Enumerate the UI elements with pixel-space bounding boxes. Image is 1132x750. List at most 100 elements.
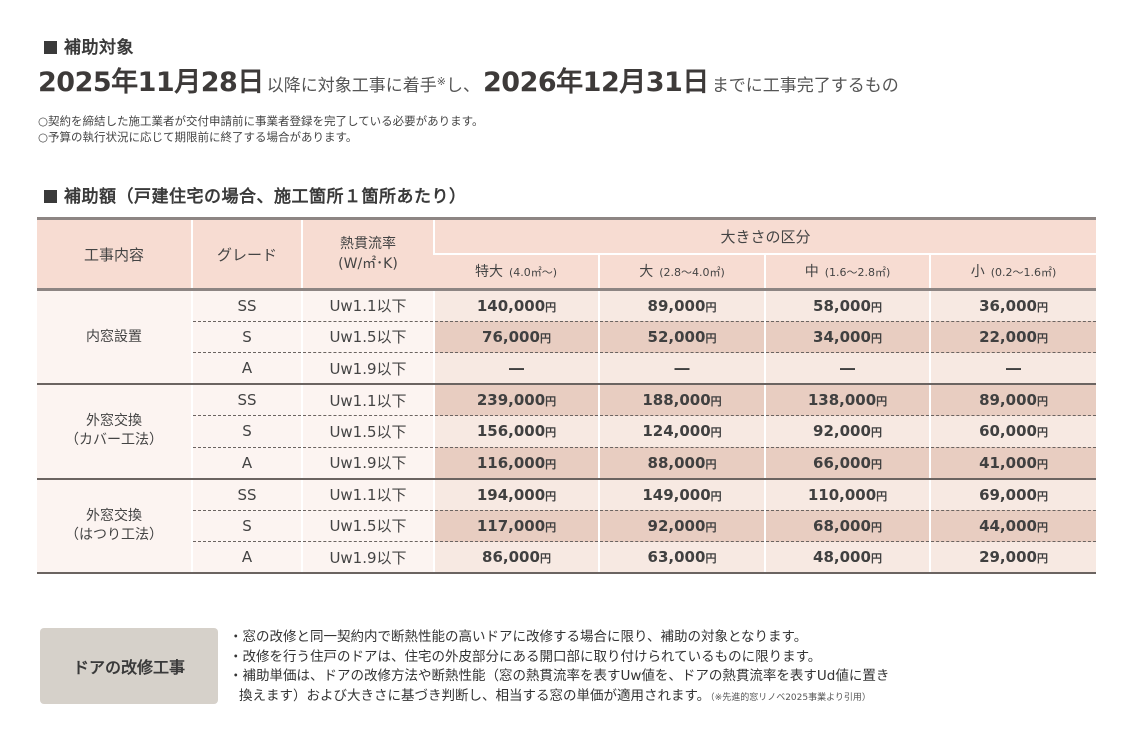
uvalue-cell: Uw1.1以下 <box>301 384 434 416</box>
grade-cell: S <box>191 510 302 542</box>
target-notes: ○契約を締結した施工業者が交付申請前に事業者登録を完了している必要があります。 … <box>38 113 484 145</box>
uvalue-cell: Uw1.9以下 <box>301 352 434 385</box>
amount-heading-text: 補助額（戸建住宅の場合、施工箇所１箇所あたり） <box>64 187 467 207</box>
amount-cell: 29,000円 <box>928 541 1097 574</box>
size-label: 特大 <box>474 264 503 281</box>
grade-cell: S <box>191 415 302 448</box>
work-type-cell: 外窓交換 （はつり工法） <box>37 478 192 574</box>
table-row: S Uw1.5以下 76,000円 52,000円 34,000円 22,000… <box>37 321 1097 353</box>
grade-cell: S <box>191 321 302 353</box>
amount-cell: 110,000円 <box>764 478 930 511</box>
uvalue-cell: Uw1.1以下 <box>301 289 434 322</box>
uvalue-cell: Uw1.9以下 <box>301 447 434 480</box>
amount-cell: 138,000円 <box>764 384 930 416</box>
amount-cell-na: ― <box>928 352 1097 385</box>
door-note-continued: 換えます）および大きさに基づき判断し、相当する窓の単価が適用されます。（※先進的… <box>229 687 889 709</box>
table-row: 外窓交換 （はつり工法） SS Uw1.1以下 194,000円 149,000… <box>37 478 1097 574</box>
amount-cell: 52,000円 <box>598 321 765 353</box>
amount-cell: 63,000円 <box>598 541 765 574</box>
amount-cell: 66,000円 <box>764 447 930 480</box>
amount-section-heading: 補助額（戸建住宅の場合、施工箇所１箇所あたり） <box>44 182 467 207</box>
size-range: (4.0㎡〜) <box>508 266 558 280</box>
amount-cell: 239,000円 <box>433 384 599 416</box>
header-uvalue-line2: (W/㎡･K) <box>338 256 398 272</box>
header-uvalue: 熱貫流率 (W/㎡･K) <box>301 217 434 291</box>
work-type-cell: 外窓交換 （カバー工法） <box>37 384 192 480</box>
amount-cell: 68,000円 <box>764 510 930 542</box>
citation: （※先進的窓リノベ2025事業より引用） <box>710 692 871 703</box>
size-range: (0.2〜1.6㎡) <box>990 266 1057 280</box>
amount-cell: 188,000円 <box>598 384 765 416</box>
header-size-xl: 特大 (4.0㎡〜) <box>434 252 599 291</box>
start-date: 2025年11月28日 <box>38 67 264 98</box>
amount-cell: 34,000円 <box>764 321 930 353</box>
uvalue-cell: Uw1.5以下 <box>301 321 434 353</box>
table-row: 外窓交換 （カバー工法） SS Uw1.1以下 239,000円 188,000… <box>37 384 1097 480</box>
table-row: A Uw1.9以下 ― ― ― ― <box>37 352 1097 385</box>
amount-cell: 156,000円 <box>433 415 599 448</box>
work-type-label: 外窓交換 <box>86 413 142 430</box>
amount-cell: 92,000円 <box>764 415 930 448</box>
uvalue-cell: Uw1.5以下 <box>301 415 434 448</box>
amount-cell: 194,000円 <box>433 478 599 511</box>
amount-cell-na: ― <box>433 352 599 385</box>
amount-cell: 44,000円 <box>928 510 1097 542</box>
work-type-label: 内窓設置 <box>86 328 142 345</box>
uvalue-cell: Uw1.9以下 <box>301 541 434 574</box>
size-label: 小 <box>970 264 985 281</box>
amount-cell: 89,000円 <box>598 289 765 322</box>
header-size-s: 小 (0.2〜1.6㎡) <box>928 252 1097 291</box>
amount-cell: 88,000円 <box>598 447 765 480</box>
amount-cell: 124,000円 <box>598 415 765 448</box>
square-bullet-icon <box>44 190 57 203</box>
door-note: ・改修を行う住戸のドアは、住宅の外皮部分にある開口部に取り付けられているものに限… <box>229 648 822 665</box>
amount-cell: 41,000円 <box>928 447 1097 480</box>
door-renovation-label: ドアの改修工事 <box>40 628 218 704</box>
header-size-m: 中 (1.6〜2.8㎡) <box>764 252 930 291</box>
subsidy-table: 工事内容 グレード 熱貫流率 (W/㎡･K) 大きさの区分 特大 (4.0㎡〜) … <box>37 217 1097 574</box>
door-note: ・補助単価は、ドアの改修方法や断熱性能（窓の熱貫流率を表すUw値を、ドアの熱貫流… <box>229 668 890 684</box>
door-note-text: 換えます）および大きさに基づき判断し、相当する窓の単価が適用されます。 <box>239 687 711 704</box>
end-date: 2026年12月31日 <box>483 67 709 98</box>
grade-cell: SS <box>191 478 302 511</box>
amount-cell: 60,000円 <box>928 415 1097 448</box>
header-uvalue-line1: 熱貫流率 <box>340 236 396 252</box>
amount-cell: 76,000円 <box>433 321 599 353</box>
amount-cell: 22,000円 <box>928 321 1097 353</box>
amount-cell: 92,000円 <box>598 510 765 542</box>
header-size-l: 大 (2.8〜4.0㎡) <box>598 252 765 291</box>
subsidy-period: 2025年11月28日 以降に対象工事に着手※し、 2026年12月31日 までに工事… <box>38 60 902 99</box>
size-range: (2.8〜4.0㎡) <box>659 266 725 280</box>
amount-cell: 89,000円 <box>928 384 1097 416</box>
amount-cell: 58,000円 <box>764 289 930 322</box>
table-row: S Uw1.5以下 156,000円 124,000円 92,000円 60,0… <box>37 415 1097 448</box>
work-type-method: （はつり工法） <box>65 526 163 543</box>
amount-cell: 116,000円 <box>433 447 599 480</box>
target-note: ○予算の執行状況に応じて期限前に終了する場合があります。 <box>38 130 358 144</box>
door-renovation-notes: ・窓の改修と同一契約内で断熱性能の高いドアに改修する場合に限り、補助の対象となり… <box>229 628 889 708</box>
header-size-group: 大きさの区分 <box>432 217 1097 254</box>
target-note: ○契約を締結した施工業者が交付申請前に事業者登録を完了している必要があります。 <box>38 114 484 128</box>
uvalue-cell: Uw1.5以下 <box>301 510 434 542</box>
table-row: 内窓設置 SS Uw1.1以下 140,000円 89,000円 58,000円… <box>37 289 1097 385</box>
mid-text: し、 <box>446 76 481 96</box>
amount-cell: 149,000円 <box>598 478 765 511</box>
size-label: 中 <box>804 264 819 281</box>
amount-cell-na: ― <box>598 352 765 385</box>
start-suffix: 以降に対象工事に着手※し、 <box>266 75 481 96</box>
door-note: ・窓の改修と同一契約内で断熱性能の高いドアに改修する場合に限り、補助の対象となり… <box>229 629 808 645</box>
header-grade: グレード <box>191 217 302 291</box>
grade-cell: A <box>191 352 302 385</box>
target-heading-text: 補助対象 <box>64 38 134 58</box>
grade-cell: SS <box>191 289 302 322</box>
amount-cell: 117,000円 <box>433 510 599 542</box>
table-row: A Uw1.9以下 116,000円 88,000円 66,000円 41,00… <box>37 447 1097 480</box>
end-suffix: までに工事完了するもの <box>711 76 899 96</box>
table-row: S Uw1.5以下 117,000円 92,000円 68,000円 44,00… <box>37 510 1097 542</box>
note-mark: ※ <box>436 75 447 88</box>
size-label: 大 <box>639 264 654 281</box>
amount-cell-na: ― <box>764 352 930 385</box>
start-suffix-text: 以降に対象工事に着手 <box>266 76 437 96</box>
grade-cell: A <box>191 447 302 480</box>
amount-cell: 86,000円 <box>433 541 599 574</box>
